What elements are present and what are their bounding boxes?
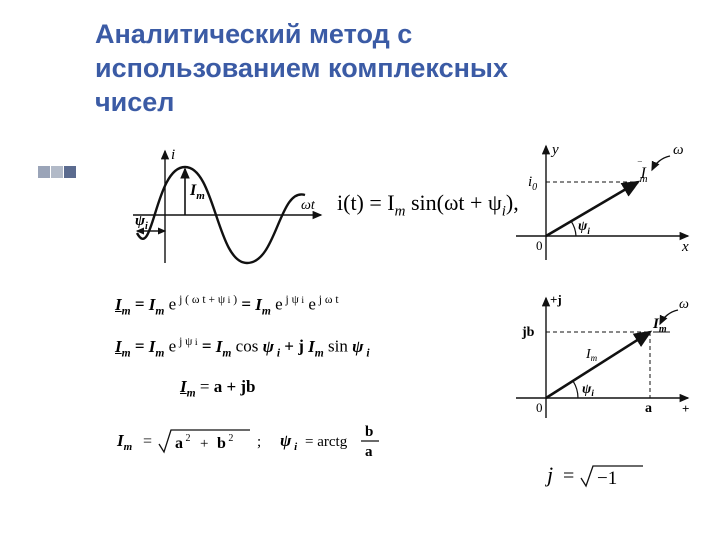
phasor-jb-diagram: +j + 0 jb a ω Im Im ψi: [510, 290, 695, 430]
phasor-xy-diagram: y x 0 i0 ω I‾m ψi: [510, 138, 695, 273]
eq-complex-exp: Im = Im e j ( ω t + ψ i ) = Im e j ψ i e…: [115, 293, 339, 317]
eq-sinusoid: i(t) = Im sin(ωt + ψi),: [337, 190, 519, 220]
svg-text:ψi: ψi: [582, 382, 594, 398]
eq-magnitude-angle: Im = a 2 + b 2 ; ψ i = arctg b a: [115, 418, 415, 467]
label-i: i: [171, 147, 175, 163]
svg-text:=: =: [143, 433, 152, 450]
svg-text:a 2: a 2: [175, 433, 191, 452]
eq-imaginary-unit: j = −1: [545, 458, 665, 498]
title-line-2: использованием комплексных: [95, 53, 508, 83]
svg-text:=: =: [563, 465, 574, 487]
svg-text:i0: i0: [528, 174, 537, 193]
svg-text:ω: ω: [679, 297, 689, 312]
svg-text:+: +: [200, 436, 208, 452]
svg-text:jb: jb: [521, 325, 535, 340]
svg-text:b 2: b 2: [217, 433, 233, 452]
svg-text:Im: Im: [116, 431, 133, 453]
svg-text:−1: −1: [597, 468, 617, 489]
title-line-3: чисел: [95, 87, 174, 117]
svg-text:ω: ω: [673, 142, 684, 158]
label-wt: ωt: [301, 198, 316, 213]
svg-text:y: y: [550, 142, 559, 158]
svg-text:I‾m: I‾m: [637, 161, 648, 185]
svg-text:= arctg: = arctg: [305, 434, 348, 450]
svg-text:0: 0: [536, 238, 543, 253]
svg-text:ψ i: ψ i: [280, 431, 298, 453]
eq-main-pre: i(t) = I: [337, 190, 395, 215]
svg-text:0: 0: [536, 400, 543, 415]
slide-title: Аналитический метод с использованием ком…: [95, 18, 508, 119]
sine-wave-diagram: i ωt Im ψi: [123, 145, 328, 275]
svg-text:a: a: [645, 401, 652, 416]
svg-text:a: a: [365, 444, 373, 460]
svg-text:b: b: [365, 424, 373, 440]
svg-text:+: +: [682, 401, 689, 416]
svg-text:ψi: ψi: [578, 219, 590, 236]
svg-text:j: j: [545, 462, 553, 487]
eq-a-plus-jb: Im = a + jb: [180, 377, 256, 399]
svg-text:Im: Im: [585, 347, 598, 363]
bullet-marker: [38, 165, 78, 184]
svg-text:+j: +j: [550, 292, 562, 307]
eq-euler: Im = Im e j ψ i = Im cos ψ i + j Im sin …: [115, 335, 370, 359]
svg-text:x: x: [681, 239, 689, 255]
title-line-1: Аналитический метод с: [95, 19, 412, 49]
label-Im: Im: [189, 182, 205, 202]
label-psi: ψi: [135, 213, 148, 232]
svg-text:;: ;: [257, 434, 261, 450]
